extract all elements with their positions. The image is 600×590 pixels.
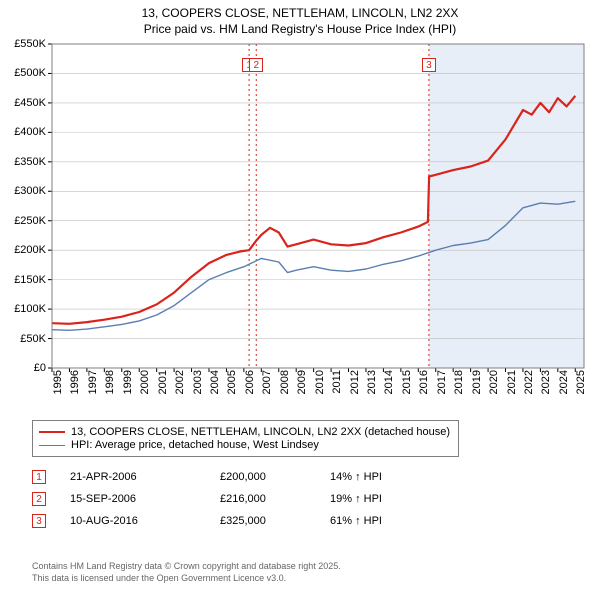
event-hpi: 14% ↑ HPI [330,471,382,483]
y-tick-label: £200K [14,244,46,256]
x-tick-label: 2020 [488,370,500,394]
x-tick-label: 2018 [453,370,465,394]
y-tick-label: £250K [14,215,46,227]
x-tick-label: 1996 [69,370,81,394]
x-tick-label: 2023 [540,370,552,394]
y-tick-label: £500K [14,67,46,79]
x-tick-label: 2013 [366,370,378,394]
x-tick-label: 2019 [471,370,483,394]
y-tick-label: £300K [14,185,46,197]
event-date: 21-APR-2006 [70,471,220,483]
x-tick-label: 2017 [436,370,448,394]
x-axis-labels: 1995 1996 1997 1998 1999 2000 2001 2002 2003 2004… [52,370,584,410]
footer-attribution: Contains HM Land Registry data © Crown c… [32,561,341,584]
legend-swatch [39,445,65,446]
x-tick-label: 2000 [139,370,151,394]
y-tick-label: £150K [14,274,46,286]
x-tick-label: 2005 [226,370,238,394]
y-tick-label: £450K [14,97,46,109]
event-marker: 1 [32,470,46,484]
event-row: 3 10-AUG-2016£325,00061% ↑ HPI [32,514,382,528]
y-tick-label: £350K [14,156,46,168]
x-tick-label: 2007 [261,370,273,394]
x-tick-label: 2001 [157,370,169,394]
event-marker: 3 [32,514,46,528]
legend: 13, COOPERS CLOSE, NETTLEHAM, LINCOLN, L… [32,420,459,457]
plot-area: 123 [52,44,584,368]
footer-line-1: Contains HM Land Registry data © Crown c… [32,561,341,573]
y-tick-label: £50K [20,333,46,345]
x-tick-label: 1998 [104,370,116,394]
y-axis-labels: £0£50K£100K£150K£200K£250K£300K£350K£400… [0,44,50,368]
legend-row: 13, COOPERS CLOSE, NETTLEHAM, LINCOLN, L… [39,426,450,438]
x-tick-label: 2009 [296,370,308,394]
x-tick-label: 1997 [87,370,99,394]
y-tick-label: £400K [14,126,46,138]
x-tick-label: 2011 [331,370,343,394]
events-table: 1 21-APR-2006£200,00014% ↑ HPI 2 15-SEP-200… [32,470,382,536]
event-price: £325,000 [220,515,330,527]
y-tick-label: £550K [14,38,46,50]
x-tick-label: 2012 [349,370,361,394]
x-tick-label: 2015 [401,370,413,394]
event-date: 10-AUG-2016 [70,515,220,527]
x-tick-label: 2004 [209,370,221,394]
x-tick-label: 2021 [506,370,518,394]
x-tick-label: 2006 [244,370,256,394]
x-tick-label: 2003 [192,370,204,394]
x-tick-label: 2002 [174,370,186,394]
chart-svg [52,44,584,368]
x-tick-label: 1999 [122,370,134,394]
legend-row: HPI: Average price, detached house, West… [39,439,450,451]
event-date: 15-SEP-2006 [70,493,220,505]
event-marker: 2 [32,492,46,506]
y-tick-label: £100K [14,303,46,315]
title-line-2: Price paid vs. HM Land Registry's House … [0,22,600,38]
chart-event-marker: 2 [249,58,263,72]
x-tick-label: 2010 [314,370,326,394]
legend-label: 13, COOPERS CLOSE, NETTLEHAM, LINCOLN, L… [71,426,450,438]
x-tick-label: 2016 [418,370,430,394]
x-tick-label: 1995 [52,370,64,394]
x-tick-label: 2008 [279,370,291,394]
x-tick-label: 2025 [575,370,587,394]
event-price: £200,000 [220,471,330,483]
x-tick-label: 2014 [383,370,395,394]
title-line-1: 13, COOPERS CLOSE, NETTLEHAM, LINCOLN, L… [0,6,600,22]
legend-swatch [39,431,65,433]
chart-title: 13, COOPERS CLOSE, NETTLEHAM, LINCOLN, L… [0,0,600,37]
event-hpi: 19% ↑ HPI [330,493,382,505]
event-row: 1 21-APR-2006£200,00014% ↑ HPI [32,470,382,484]
legend-label: HPI: Average price, detached house, West… [71,439,319,451]
event-hpi: 61% ↑ HPI [330,515,382,527]
event-price: £216,000 [220,493,330,505]
chart-event-marker: 3 [422,58,436,72]
chart-container: 13, COOPERS CLOSE, NETTLEHAM, LINCOLN, L… [0,0,600,590]
event-row: 2 15-SEP-2006£216,00019% ↑ HPI [32,492,382,506]
footer-line-2: This data is licensed under the Open Gov… [32,573,341,585]
x-tick-label: 2024 [558,370,570,394]
y-tick-label: £0 [34,362,46,374]
x-tick-label: 2022 [523,370,535,394]
